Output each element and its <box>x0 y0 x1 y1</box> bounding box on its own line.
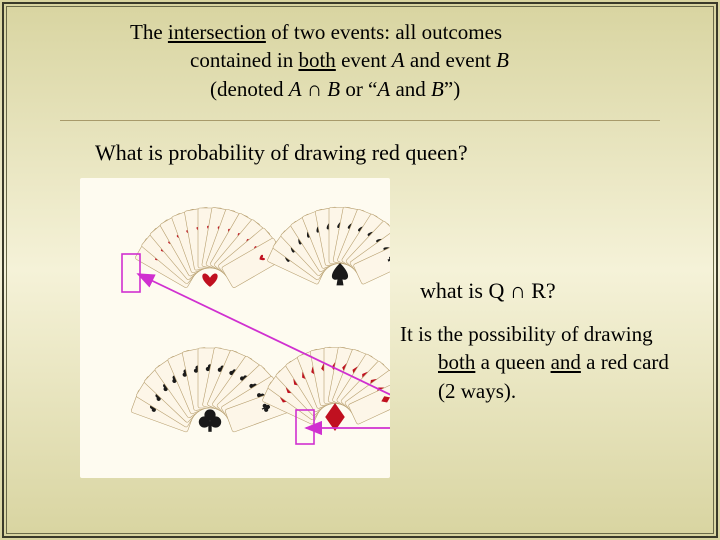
both-word: both <box>298 48 335 72</box>
event-a: A <box>392 48 405 72</box>
divider-line <box>60 120 660 121</box>
intersection-symbol: ∩ <box>302 77 328 101</box>
event-b2: B <box>327 77 340 101</box>
txt: ”) <box>444 77 460 101</box>
txt: and event <box>405 48 497 72</box>
and-word: and <box>551 350 581 374</box>
slide: The intersection of two events: all outc… <box>0 0 720 540</box>
txt: (denoted <box>210 77 289 101</box>
txt: contained in <box>190 48 298 72</box>
txt: The <box>130 20 168 44</box>
question-text: What is probability of drawing red queen… <box>95 140 468 166</box>
answer-text: It is the possibility of drawing both a … <box>400 320 690 405</box>
txt: a queen <box>475 350 550 374</box>
q-intersect-r: what is Q ∩ R? <box>420 278 556 304</box>
event-b: B <box>496 48 509 72</box>
both-word: both <box>438 350 475 374</box>
txt: (2 ways). <box>400 377 690 405</box>
a-and-b-a: A <box>377 77 390 101</box>
txt: R? <box>526 278 556 303</box>
event-a2: A <box>289 77 302 101</box>
intersection-word: intersection <box>168 20 266 44</box>
txt: of two events: all outcomes <box>266 20 502 44</box>
card-deck-illustration <box>80 178 390 478</box>
txt: It is the possibility of drawing <box>400 322 653 346</box>
intersection-symbol: ∩ <box>510 278 526 303</box>
txt: or “ <box>340 77 377 101</box>
header-text: The intersection of two events: all outc… <box>100 18 620 103</box>
txt: event <box>336 48 392 72</box>
and-word: and <box>390 77 431 101</box>
txt: what is Q <box>420 278 510 303</box>
card-fans-svg <box>80 178 390 478</box>
txt: a red card <box>581 350 669 374</box>
a-and-b-b: B <box>431 77 444 101</box>
